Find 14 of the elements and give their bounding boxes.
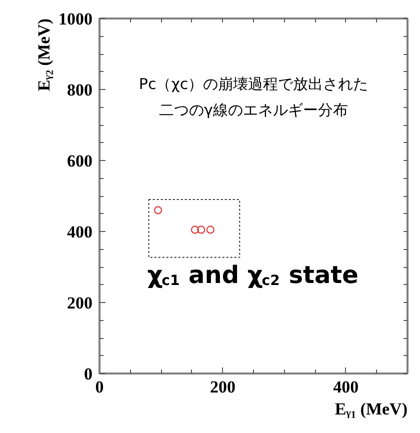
annotation: Pc（χc）の崩壊過程で放出された — [138, 75, 368, 94]
y-tick-label: 0 — [84, 364, 92, 384]
annotation: χc1 and χc2 state — [147, 260, 358, 289]
y-axis-title: Eᵧ₂ (MeV) — [34, 18, 54, 92]
y-tick-label: 400 — [67, 222, 92, 242]
y-tick-label: 1000 — [58, 10, 92, 28]
y-tick-label: 800 — [67, 80, 92, 100]
y-tick-label: 600 — [67, 152, 92, 170]
annotation: 二つのγ線のエネルギー分布 — [159, 101, 348, 120]
x-tick-label: 200 — [210, 378, 236, 396]
x-tick-label: 400 — [333, 378, 359, 396]
x-axis-title: Eᵧ₁ (MeV) — [334, 400, 408, 418]
x-tick-label: 0 — [95, 378, 104, 396]
y-tick-label: 200 — [67, 294, 92, 312]
